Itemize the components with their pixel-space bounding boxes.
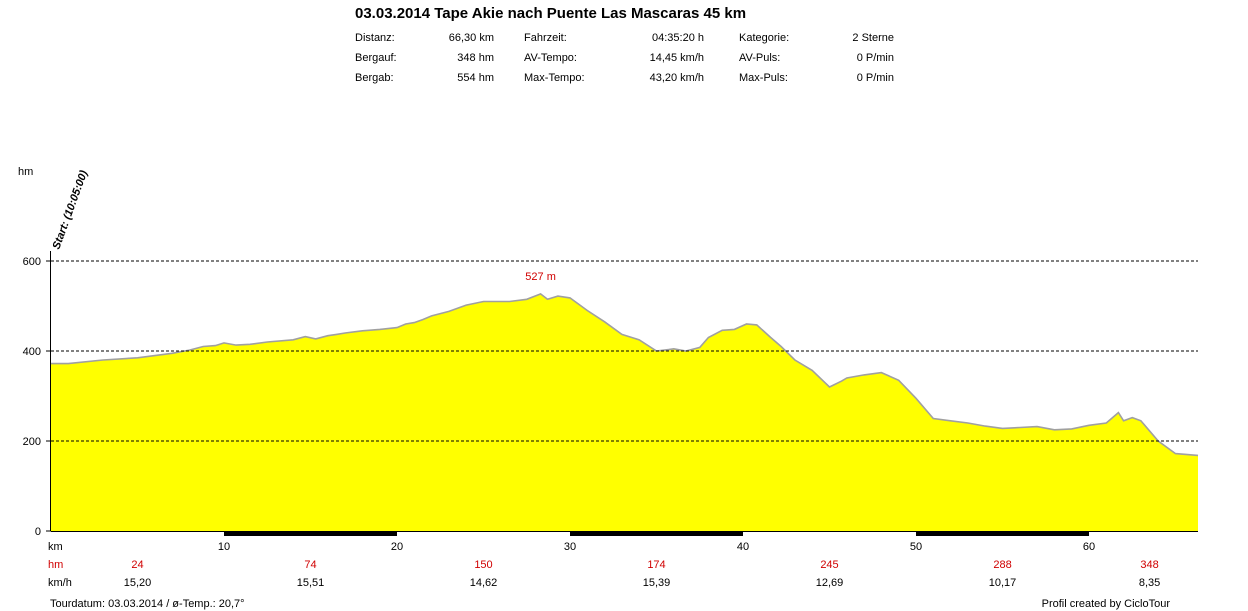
peak-label: 527 m [525,271,556,283]
row-0-value-4: 245 [820,559,838,571]
x-axis-band-50 [916,532,1090,536]
x-tick-label-60: 60 [1083,541,1095,553]
row-1-value-1: 15,51 [297,577,325,589]
x-axis-label: km [48,541,63,553]
stat-value-av-tempo: 14,45 km/h [649,52,704,64]
stat-label-kategorie: Kategorie: [739,32,790,44]
stat-value-kategorie: 2 Sterne [852,32,894,44]
stat-label-fahrzeit: Fahrzeit: [524,32,567,44]
x-axis-band-30 [570,532,744,536]
y-tick-label-400: 400 [23,346,41,358]
row-0-value-6: 348 [1140,559,1158,571]
y-tick-label-600: 600 [23,256,41,268]
x-tick-label-20: 20 [391,541,403,553]
stat-label-av-tempo: AV-Tempo: [524,52,577,64]
stat-value-bergab: 554 hm [457,72,494,84]
row-label-0: hm [48,559,63,571]
row-0-value-0: 24 [131,559,143,571]
stat-value-max-puls: 0 P/min [856,72,894,84]
y-tick-label-0: 0 [35,526,41,538]
x-tick-label-40: 40 [737,541,749,553]
row-1-value-4: 12,69 [816,577,844,589]
stat-label-bergauf: Bergauf: [355,52,397,64]
x-tick-label-50: 50 [910,541,922,553]
chart-title: 03.03.2014 Tape Akie nach Puente Las Mas… [355,5,747,22]
row-0-value-1: 74 [304,559,316,571]
row-0-value-2: 150 [474,559,492,571]
elevation-area [51,293,1198,531]
row-1-value-2: 14,62 [470,577,498,589]
stat-value-distanz: 66,30 km [448,32,494,44]
x-tick-label-30: 30 [564,541,576,553]
y-tick-label-200: 200 [23,436,41,448]
row-0-value-3: 174 [647,559,665,571]
row-1-value-6: 8,35 [1139,577,1160,589]
stat-label-av-puls: AV-Puls: [739,52,781,64]
x-tick-label-10: 10 [218,541,230,553]
footer-tour-info: Tourdatum: 03.03.2014 / ø-Temp.: 20,7° [50,598,245,610]
stat-value-bergauf: 348 hm [457,52,494,64]
stat-value-av-puls: 0 P/min [856,52,894,64]
row-1-value-5: 10,17 [989,577,1017,589]
stat-label-max-puls: Max-Puls: [739,72,788,84]
stat-value-max-tempo: 43,20 km/h [649,72,704,84]
row-0-value-5: 288 [993,559,1011,571]
row-label-1: km/h [48,577,72,589]
row-1-value-0: 15,20 [124,577,152,589]
stat-label-distanz: Distanz: [355,32,395,44]
stat-value-fahrzeit: 04:35:20 h [652,32,704,44]
stat-label-bergab: Bergab: [355,72,394,84]
start-label: Start: (10:05:00) [51,168,91,251]
x-axis-band-10 [224,532,398,536]
y-axis-label: hm [18,166,33,178]
row-1-value-3: 15,39 [643,577,671,589]
footer-credit: Profil created by CicloTour [1041,598,1170,610]
stat-label-max-tempo: Max-Tempo: [524,72,585,84]
